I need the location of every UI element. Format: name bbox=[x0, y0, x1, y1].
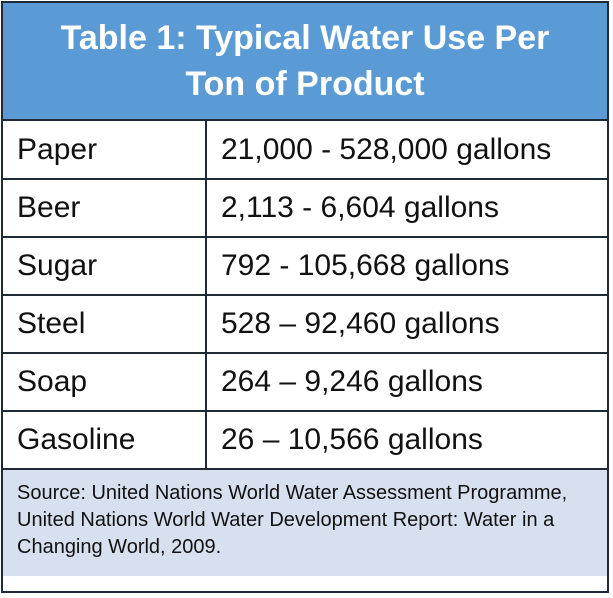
water-use-cell: 21,000 - 528,000 gallons bbox=[206, 121, 607, 180]
table-header: Table 1: Typical Water Use Per Ton of Pr… bbox=[3, 3, 607, 121]
table-title-line-2: Ton of Product bbox=[185, 65, 425, 103]
product-cell: Gasoline bbox=[3, 411, 207, 470]
table-row: Beer 2,113 - 6,604 gallons bbox=[3, 179, 607, 238]
water-use-cell: 264 – 9,246 gallons bbox=[206, 353, 607, 412]
table-title: Table 1: Typical Water Use Per Ton of Pr… bbox=[61, 15, 550, 107]
product-cell: Steel bbox=[3, 295, 207, 354]
product-cell: Sugar bbox=[3, 237, 207, 296]
table-title-line-1: Table 1: Typical Water Use Per bbox=[60, 19, 550, 57]
product-cell: Paper bbox=[3, 121, 207, 180]
water-use-cell: 528 – 92,460 gallons bbox=[206, 295, 607, 354]
table-row: Gasoline 26 – 10,566 gallons bbox=[3, 411, 607, 470]
table-row: Soap 264 – 9,246 gallons bbox=[3, 353, 607, 412]
water-use-cell: 26 – 10,566 gallons bbox=[206, 411, 607, 470]
water-use-cell: 792 - 105,668 gallons bbox=[206, 237, 607, 296]
table-row: Steel 528 – 92,460 gallons bbox=[3, 295, 607, 354]
table-row: Sugar 792 - 105,668 gallons bbox=[3, 237, 607, 296]
water-use-cell: 2,113 - 6,604 gallons bbox=[206, 179, 607, 238]
product-cell: Beer bbox=[3, 179, 207, 238]
source-note: Source: United Nations World Water Asses… bbox=[3, 470, 607, 576]
table-body: Paper 21,000 - 528,000 gallons Beer 2,11… bbox=[3, 121, 607, 470]
product-cell: Soap bbox=[3, 353, 207, 412]
table-row: Paper 21,000 - 528,000 gallons bbox=[3, 121, 607, 180]
